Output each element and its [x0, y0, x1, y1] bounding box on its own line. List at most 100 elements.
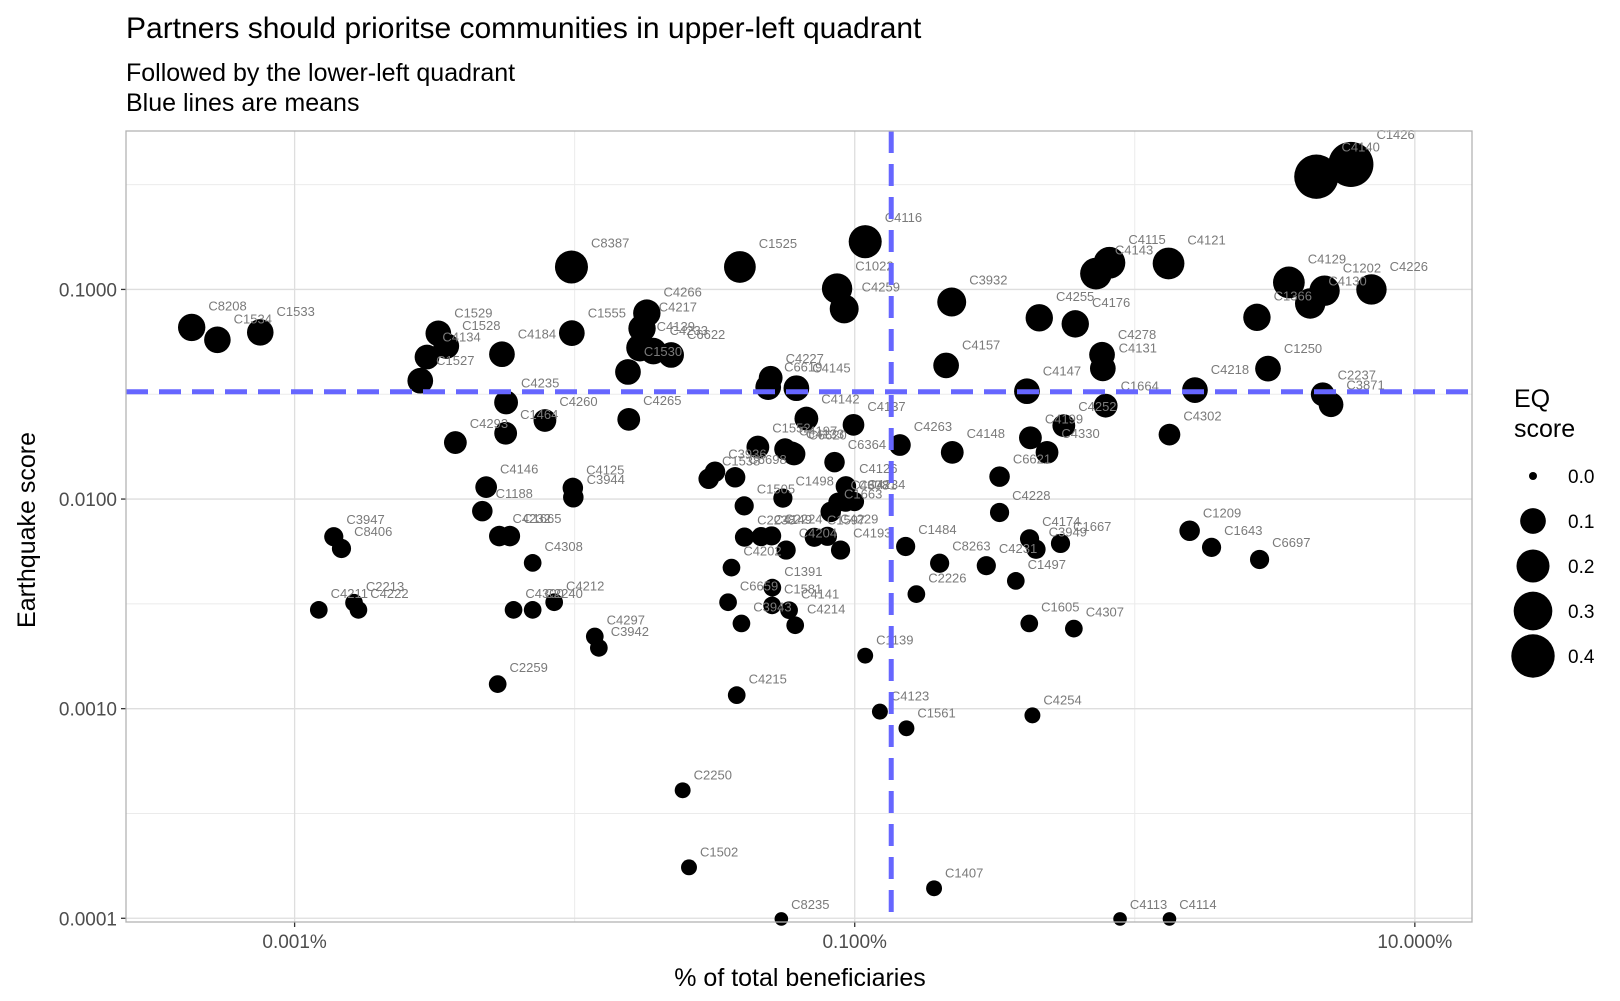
data-point	[1201, 537, 1222, 557]
data-point	[724, 467, 746, 488]
data-point-label: C4129	[1308, 252, 1346, 267]
data-point-label: C1484	[918, 522, 956, 537]
data-point	[774, 912, 789, 926]
data-point	[722, 558, 741, 577]
data-point	[724, 251, 756, 283]
data-point	[930, 553, 950, 573]
data-point	[1152, 247, 1185, 280]
y-axis-title: Earthquake score	[13, 432, 41, 628]
plot-background	[126, 131, 1472, 922]
data-point	[829, 294, 859, 324]
data-point	[1026, 539, 1046, 559]
data-point	[746, 435, 770, 459]
legend: EQ score 0.0 0.1 0.2 0.3 0.4	[1511, 385, 1595, 678]
data-point-label: C4307	[1086, 605, 1124, 620]
data-point-label: C4113	[1130, 897, 1167, 912]
data-point-label: C4141	[801, 586, 839, 601]
data-point	[848, 225, 882, 259]
data-point-label: C3936	[728, 446, 766, 461]
data-point	[698, 468, 719, 490]
data-point-label: C1502	[700, 844, 738, 859]
data-point-label: C4218	[1211, 362, 1249, 377]
data-point	[762, 526, 782, 546]
data-point-label: C1533	[277, 304, 315, 319]
data-point-label: C1250	[1284, 341, 1322, 356]
data-point	[755, 374, 782, 400]
data-point-label: C1505	[757, 481, 795, 496]
data-point	[563, 486, 584, 508]
data-point	[820, 501, 841, 523]
data-point	[727, 686, 746, 705]
data-point-label: C3932	[969, 273, 1007, 288]
data-point-label: C1667	[1073, 519, 1111, 534]
data-point-label: C1022	[855, 258, 893, 273]
data-point-label: C4140	[1342, 140, 1380, 155]
data-point-label: C8235	[791, 897, 829, 912]
data-point-label: C1534	[234, 312, 272, 327]
data-point-label: C4228	[1012, 488, 1050, 503]
data-point-label: C4149	[774, 512, 812, 527]
data-point	[1089, 355, 1116, 382]
data-point-label: C1552	[772, 421, 810, 436]
data-point	[349, 601, 368, 619]
data-point	[488, 675, 507, 693]
data-point	[763, 596, 781, 615]
data-point-label: C4222	[370, 586, 408, 601]
data-point-label: C1529	[454, 306, 492, 321]
data-point-label: C4143	[1115, 243, 1153, 258]
data-point-label: C4260	[559, 394, 597, 409]
data-point	[976, 556, 996, 576]
data-point-label: C3947	[346, 512, 384, 527]
data-point-label: C1188	[496, 486, 533, 501]
data-point-label: C1366	[1274, 289, 1312, 304]
data-point-label: C4259	[862, 279, 900, 294]
data-point	[1249, 549, 1270, 570]
data-point	[734, 496, 754, 516]
data-point	[871, 703, 888, 720]
data-point-label: C4252	[1078, 399, 1116, 414]
x-tick-label: 0.100%	[822, 932, 887, 953]
data-point	[763, 578, 782, 597]
data-point	[523, 601, 542, 619]
data-point-label: C4121	[1187, 233, 1225, 248]
data-point-label: C4146	[500, 461, 538, 476]
data-point-label: C1426	[1376, 127, 1414, 142]
data-point-label: C4133	[806, 427, 844, 442]
y-tick-label: 0.1000	[59, 280, 117, 301]
data-point	[1035, 440, 1059, 464]
data-point-label: C6620	[808, 428, 846, 443]
data-point-label: C3943	[753, 600, 791, 615]
data-point-label: C1663	[844, 487, 882, 502]
x-tick-label: 10.000%	[1377, 932, 1452, 953]
data-point-label: C4293	[470, 416, 508, 431]
data-point-label: C4229	[840, 512, 878, 527]
data-point	[1025, 304, 1053, 332]
y-tick-label: 0.0010	[59, 700, 117, 721]
data-point-label: C4234	[867, 477, 905, 492]
legend-label: 0.4	[1568, 647, 1595, 668]
data-point-label: C4202	[743, 544, 781, 559]
data-point	[504, 601, 523, 619]
data-point	[1052, 414, 1076, 438]
data-point	[309, 601, 328, 619]
data-point	[558, 320, 585, 346]
data-point	[1061, 310, 1089, 338]
data-point	[794, 406, 819, 431]
data-point-label: C1139	[876, 633, 913, 648]
data-point-label: C1561	[917, 705, 955, 720]
data-point-label: C4142	[821, 392, 859, 407]
legend-label: 0.3	[1568, 602, 1594, 623]
data-point-label: C4227	[786, 351, 824, 366]
data-point-label: C4114	[1179, 897, 1216, 912]
data-point	[1255, 355, 1281, 382]
data-point	[940, 440, 964, 464]
data-point-label: C4115	[1128, 232, 1165, 247]
data-point	[786, 616, 805, 635]
data-point	[1024, 707, 1041, 724]
data-point-label: C4211	[331, 586, 368, 601]
data-point-label: C1665	[523, 511, 561, 526]
data-point-label: C1407	[945, 865, 983, 880]
data-point	[776, 540, 796, 560]
data-point	[732, 614, 751, 633]
data-point	[523, 554, 542, 572]
